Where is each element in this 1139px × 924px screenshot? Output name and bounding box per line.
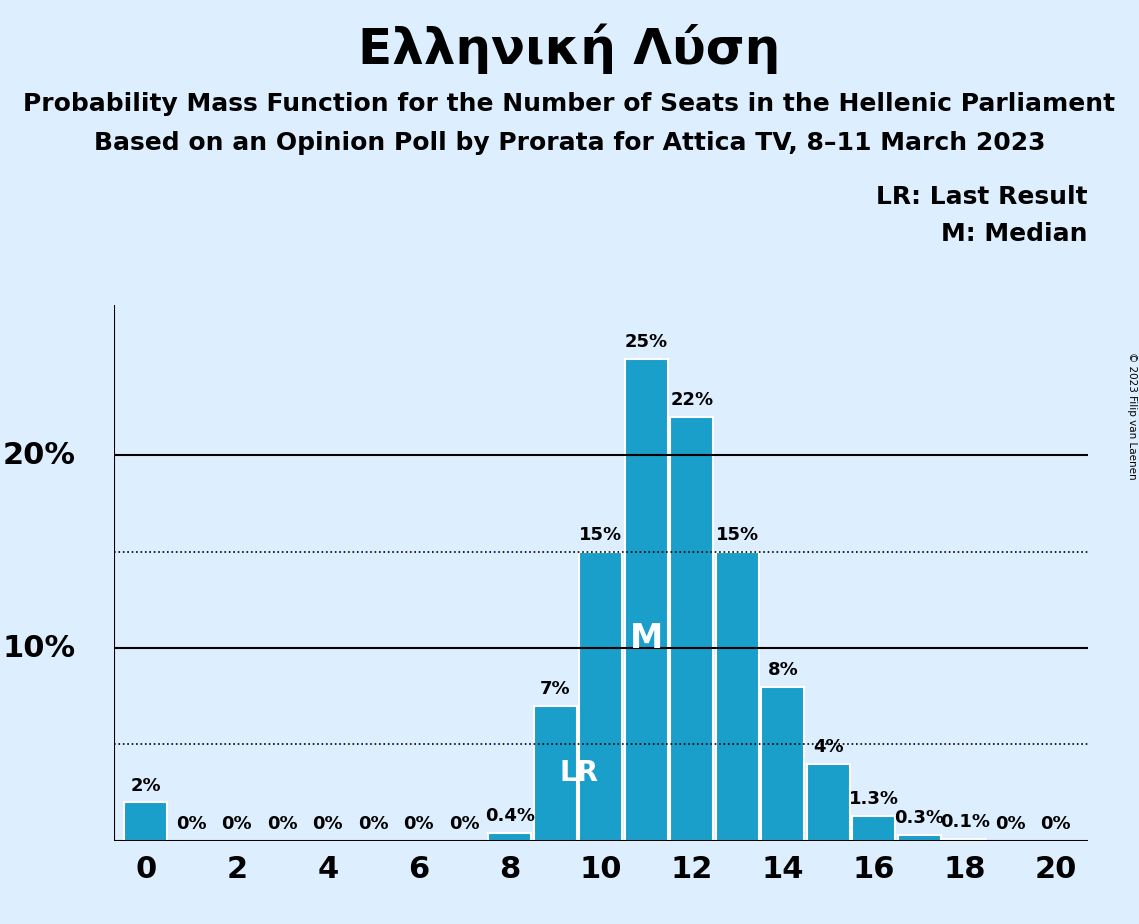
Text: Probability Mass Function for the Number of Seats in the Hellenic Parliament: Probability Mass Function for the Number… bbox=[24, 92, 1115, 116]
Text: 20%: 20% bbox=[2, 441, 75, 469]
Bar bbox=[580, 552, 622, 841]
Bar bbox=[852, 816, 895, 841]
Text: M: Median: M: Median bbox=[941, 222, 1088, 246]
Bar bbox=[670, 417, 713, 841]
Bar bbox=[943, 839, 986, 841]
Bar bbox=[489, 833, 532, 841]
Text: Based on an Opinion Poll by Prorata for Attica TV, 8–11 March 2023: Based on an Opinion Poll by Prorata for … bbox=[93, 131, 1046, 155]
Text: 0.3%: 0.3% bbox=[894, 809, 944, 827]
Text: M: M bbox=[630, 622, 663, 655]
Text: 22%: 22% bbox=[670, 391, 713, 409]
Text: 7%: 7% bbox=[540, 680, 571, 699]
Bar bbox=[124, 802, 167, 841]
Text: 15%: 15% bbox=[580, 526, 622, 544]
Bar bbox=[624, 359, 667, 841]
Text: Ελληνική Λύση: Ελληνική Λύση bbox=[359, 23, 780, 74]
Bar bbox=[534, 706, 577, 841]
Text: 0%: 0% bbox=[312, 815, 343, 833]
Text: 15%: 15% bbox=[715, 526, 759, 544]
Text: 0%: 0% bbox=[221, 815, 252, 833]
Text: 0%: 0% bbox=[267, 815, 297, 833]
Text: © 2023 Filip van Laenen: © 2023 Filip van Laenen bbox=[1126, 352, 1137, 480]
Bar bbox=[898, 835, 941, 841]
Bar bbox=[806, 764, 850, 841]
Text: 0%: 0% bbox=[995, 815, 1026, 833]
Text: 0%: 0% bbox=[175, 815, 206, 833]
Text: 4%: 4% bbox=[813, 738, 844, 756]
Text: 0.1%: 0.1% bbox=[940, 813, 990, 832]
Text: 2%: 2% bbox=[131, 776, 161, 795]
Text: 8%: 8% bbox=[768, 661, 798, 679]
Text: LR: LR bbox=[560, 760, 599, 787]
Text: 0.4%: 0.4% bbox=[485, 808, 535, 825]
Text: 10%: 10% bbox=[2, 634, 75, 663]
Bar bbox=[761, 687, 804, 841]
Text: 0%: 0% bbox=[358, 815, 388, 833]
Text: 25%: 25% bbox=[625, 334, 667, 351]
Text: 0%: 0% bbox=[403, 815, 434, 833]
Text: 1.3%: 1.3% bbox=[849, 790, 899, 808]
Text: 0%: 0% bbox=[1041, 815, 1071, 833]
Text: LR: Last Result: LR: Last Result bbox=[876, 185, 1088, 209]
Text: 0%: 0% bbox=[449, 815, 480, 833]
Bar bbox=[715, 552, 759, 841]
